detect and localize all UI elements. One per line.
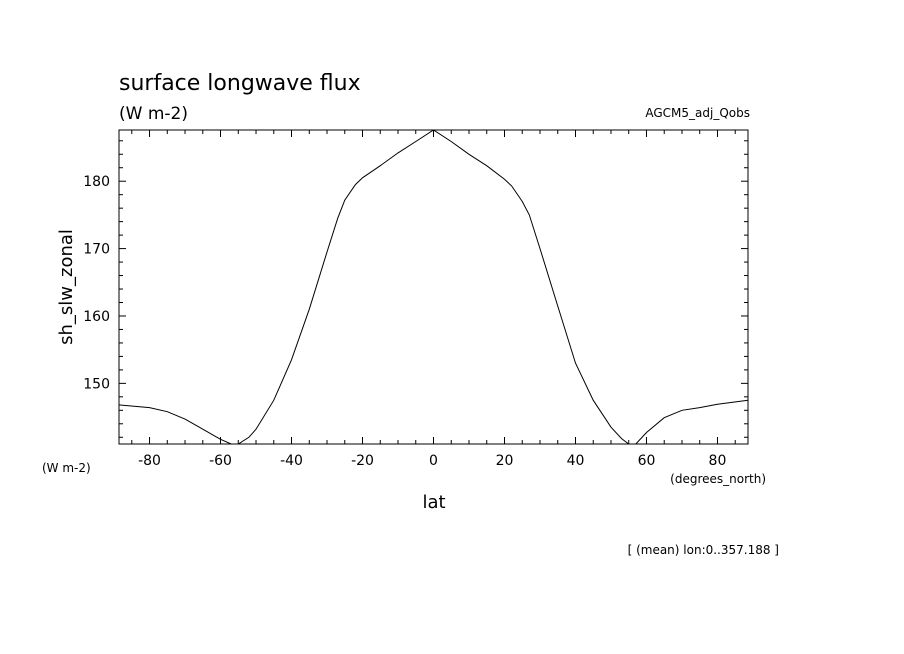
x-tick-label: 80 bbox=[709, 453, 727, 469]
plot-frame bbox=[118, 129, 749, 445]
x-tick-label: -60 bbox=[209, 453, 232, 469]
y-tick-labels: 150 160 170 180 bbox=[83, 174, 110, 392]
y-tick-label: 180 bbox=[83, 174, 110, 190]
x-tick-label: 60 bbox=[638, 453, 656, 469]
y-axis-ticks bbox=[119, 140, 748, 438]
x-tick-label: 0 bbox=[429, 453, 438, 469]
dataset-label: AGCM5_adj_Qobs bbox=[645, 106, 750, 120]
x-tick-label: -80 bbox=[138, 453, 161, 469]
x-axis-label: lat bbox=[422, 492, 445, 513]
y-tick-label: 170 bbox=[83, 242, 110, 258]
y-tick-label: 160 bbox=[83, 309, 110, 325]
x-tick-label: 40 bbox=[567, 453, 585, 469]
x-tick-label: 20 bbox=[496, 453, 514, 469]
y-axis-units: (W m-2) bbox=[42, 461, 91, 475]
chart-title: surface longwave flux bbox=[119, 71, 361, 96]
series-line bbox=[118, 129, 749, 445]
x-tick-label: -40 bbox=[280, 453, 303, 469]
x-tick-label: -20 bbox=[351, 453, 374, 469]
x-tick-labels: -80 -60 -40 -20 0 20 40 60 80 bbox=[138, 453, 726, 469]
x-axis-ticks bbox=[131, 130, 736, 444]
x-axis-units: (degrees_north) bbox=[670, 472, 766, 486]
footnote: [ (mean) lon:0..357.188 ] bbox=[628, 543, 779, 557]
y-tick-label: 150 bbox=[83, 376, 110, 392]
chart-units: (W m-2) bbox=[119, 104, 188, 124]
y-axis-label: sh_slw_zonal bbox=[56, 229, 77, 345]
